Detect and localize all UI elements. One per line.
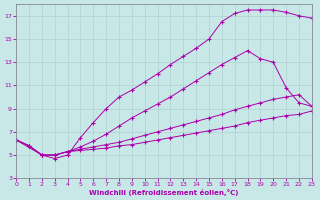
X-axis label: Windchill (Refroidissement éolien,°C): Windchill (Refroidissement éolien,°C) (89, 189, 239, 196)
